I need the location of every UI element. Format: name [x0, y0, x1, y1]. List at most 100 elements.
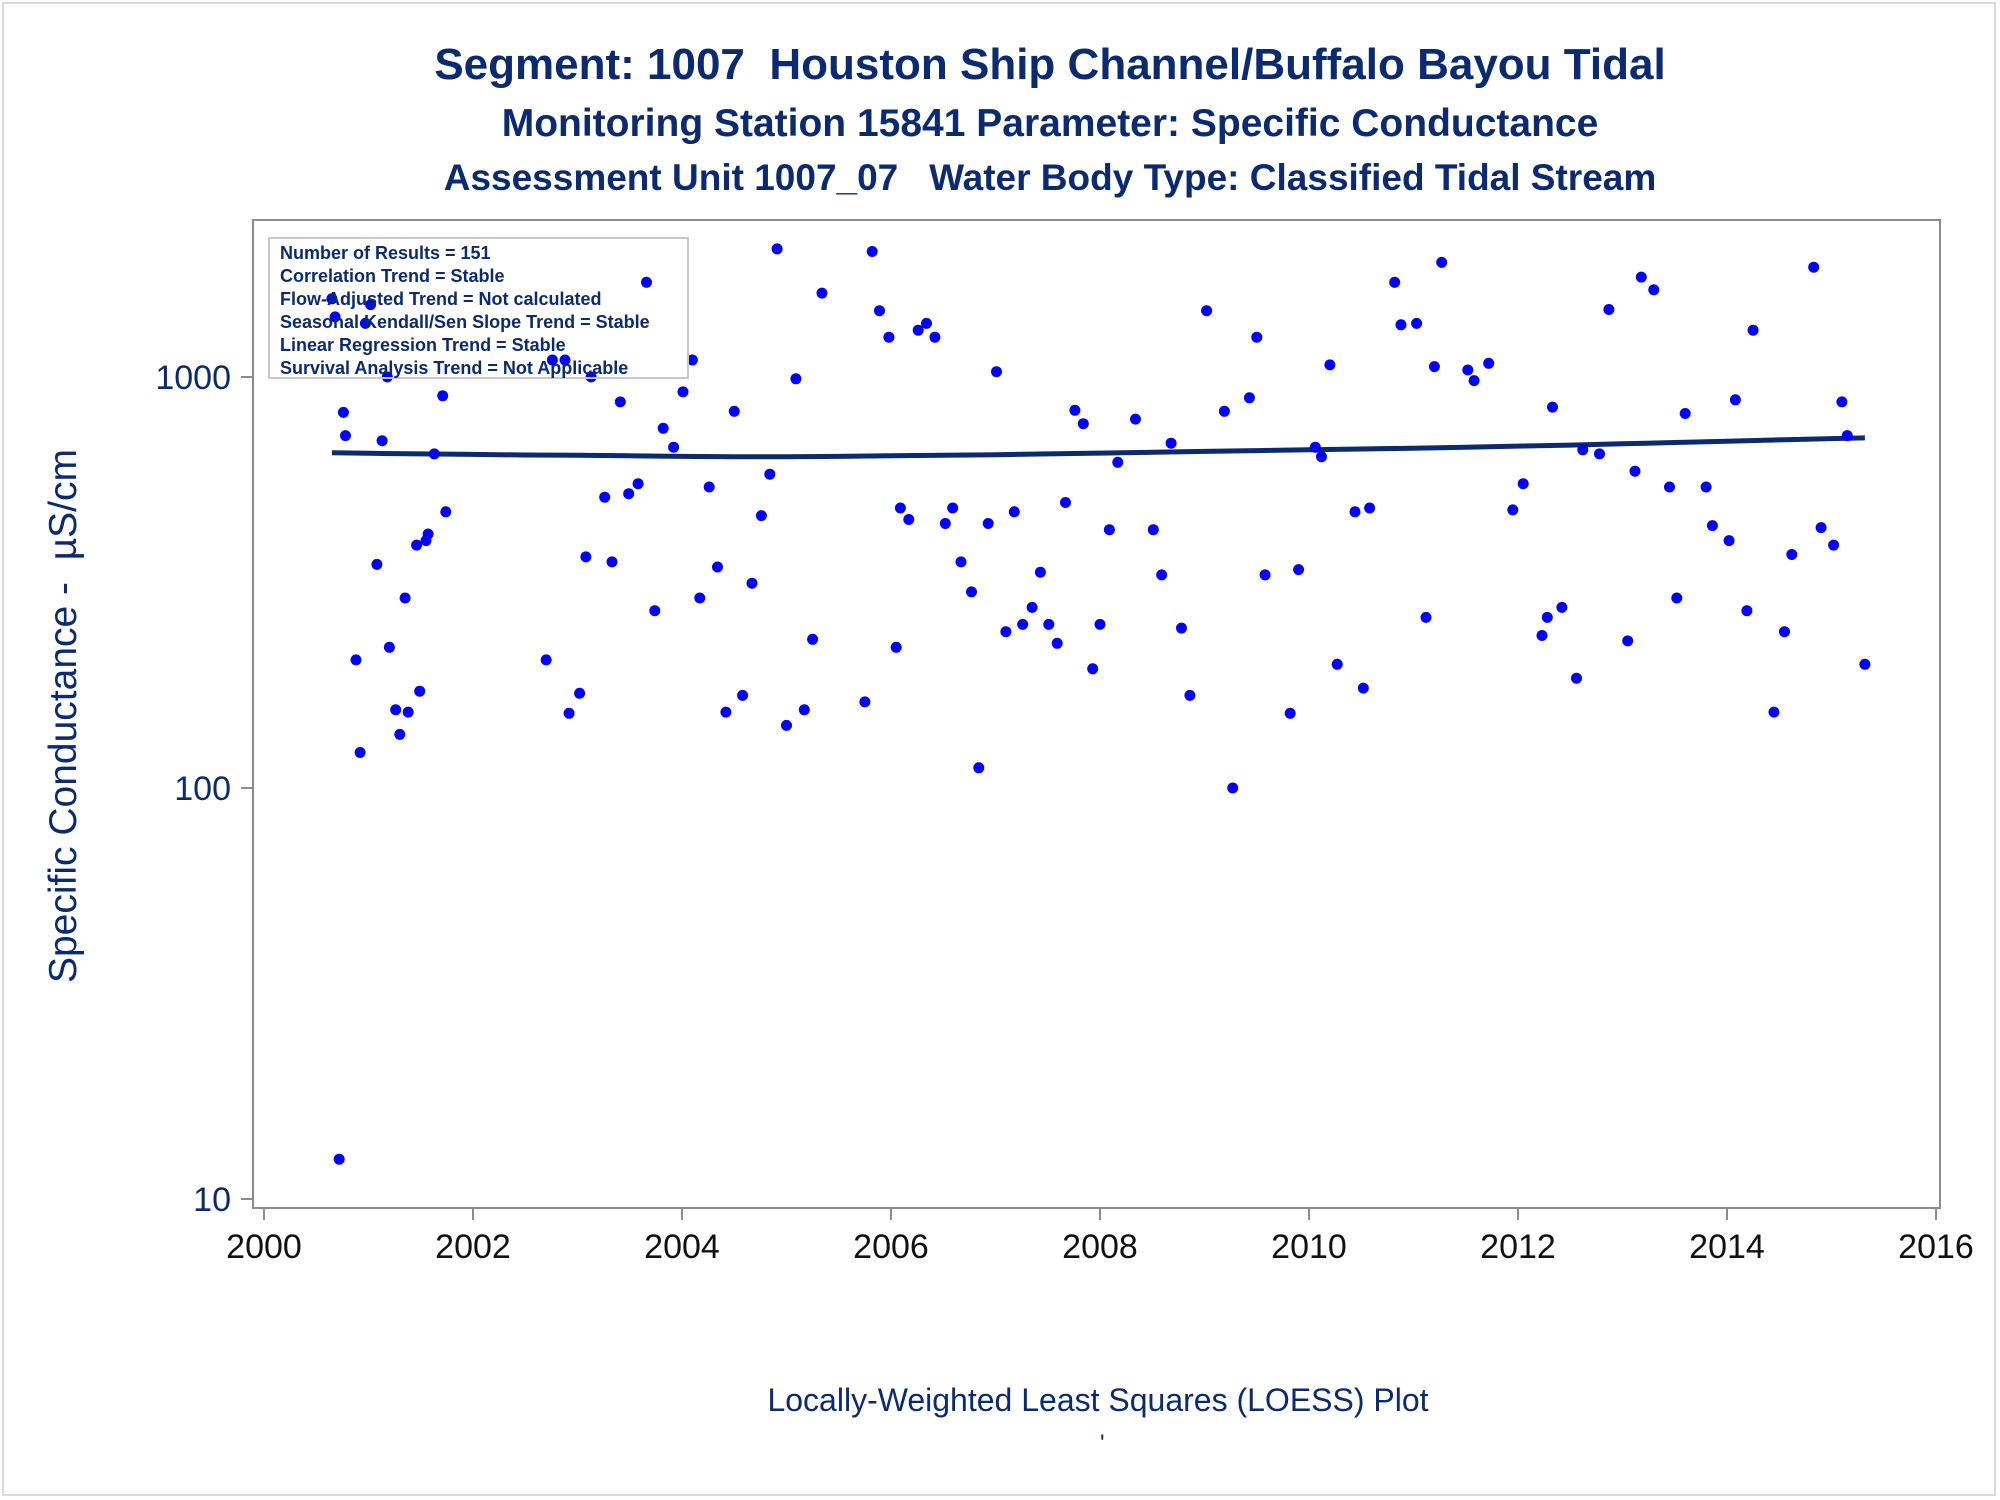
stat-line: Correlation Trend = Stable [280, 266, 505, 286]
data-point [903, 514, 915, 525]
data-point [337, 406, 349, 418]
trend-statistics-box: Number of Results = 151 Correlation Tren… [268, 237, 689, 379]
data-point [1043, 618, 1055, 630]
data-point [1324, 359, 1336, 371]
data-point [991, 366, 1002, 378]
data-point [686, 354, 698, 366]
stat-line: Linear Regression Trend = Stable [280, 335, 566, 355]
chart-title: Segment: 1007 Houston Ship Channel/Buffa… [434, 40, 1666, 89]
data-point [371, 558, 383, 570]
stat-line: Survival Analysis Trend = Not Applicable [280, 358, 629, 378]
data-point [1808, 261, 1820, 273]
data-point [1147, 524, 1159, 536]
data-point [1468, 375, 1480, 387]
plot-area-frame [252, 219, 1941, 1209]
data-point [947, 502, 959, 514]
data-point [1507, 504, 1519, 516]
data-point [1436, 256, 1448, 268]
data-point [677, 386, 689, 398]
data-point [440, 506, 452, 518]
data-point [1130, 413, 1141, 425]
data-point [1103, 524, 1115, 536]
data-point [781, 719, 792, 731]
data-point [737, 689, 749, 701]
data-point [383, 641, 395, 653]
data-point [973, 762, 985, 774]
data-point [540, 654, 552, 666]
data-point [437, 390, 449, 402]
data-point [649, 605, 661, 617]
data-point [1729, 394, 1741, 406]
data-point [866, 246, 878, 257]
data-point [1723, 535, 1735, 547]
data-point [365, 299, 377, 311]
data-point [1815, 522, 1827, 534]
data-point [1671, 592, 1683, 604]
data-point [694, 592, 706, 604]
data-point [641, 276, 652, 288]
data-point [394, 728, 406, 740]
data-point [1218, 405, 1230, 417]
data-point [546, 354, 558, 366]
data-point [1664, 481, 1675, 493]
data-point [1227, 782, 1239, 794]
data-point [1357, 682, 1369, 694]
data-point [1556, 601, 1568, 613]
axes [241, 219, 1941, 1220]
data-points [326, 243, 1871, 1165]
data-point [1859, 658, 1871, 670]
data-point [574, 687, 586, 699]
data-point [746, 577, 758, 589]
data-point [703, 481, 715, 493]
data-point [1635, 271, 1647, 283]
data-point [1184, 689, 1196, 701]
data-point [1251, 331, 1263, 343]
data-point [1541, 611, 1553, 623]
data-point [816, 287, 828, 299]
x-tick-label: 2008 [1062, 1228, 1138, 1266]
data-point [939, 518, 951, 529]
x-tick-label: 2012 [1480, 1228, 1556, 1266]
data-point [1603, 304, 1615, 315]
data-point [390, 704, 402, 716]
footnote: Locally-Weighted Least Squares (LOESS) P… [767, 1382, 1429, 1418]
data-point [359, 317, 371, 329]
x-tick-label: 2004 [644, 1228, 720, 1266]
data-point [1648, 284, 1660, 296]
data-point [1017, 618, 1029, 630]
data-point [764, 468, 776, 480]
data-point [614, 396, 626, 408]
data-point [1026, 601, 1038, 613]
data-point [657, 422, 669, 434]
data-point [798, 704, 810, 716]
tick-labels: 2000 2002 2004 2006 2008 2010 2012 2014 2016 10 10… [155, 359, 1973, 1266]
data-point [606, 556, 618, 568]
data-point [1316, 451, 1327, 463]
x-tick-label: 2002 [435, 1228, 511, 1266]
data-point [1594, 448, 1605, 460]
data-point [1112, 456, 1124, 468]
data-point [1428, 361, 1440, 373]
data-point [1462, 364, 1474, 376]
data-point [1309, 441, 1321, 453]
x-tick-label: 2006 [853, 1228, 929, 1266]
y-tick-label: 100 [174, 770, 231, 808]
data-point [1060, 497, 1071, 508]
data-point [422, 528, 434, 540]
stat-line: Flow-Adjusted Trend = Not calculated [280, 289, 602, 309]
data-point [966, 586, 977, 598]
data-point [1176, 622, 1187, 634]
data-point [1395, 319, 1407, 331]
data-point [1331, 658, 1343, 670]
data-point [580, 551, 592, 563]
data-point [1786, 549, 1798, 560]
data-point [399, 592, 411, 604]
data-point [1000, 626, 1012, 638]
data-point [1284, 707, 1296, 719]
data-point [376, 435, 388, 447]
data-point [1389, 276, 1401, 288]
data-point [1411, 317, 1423, 329]
data-point [982, 518, 994, 529]
data-point [755, 510, 767, 522]
